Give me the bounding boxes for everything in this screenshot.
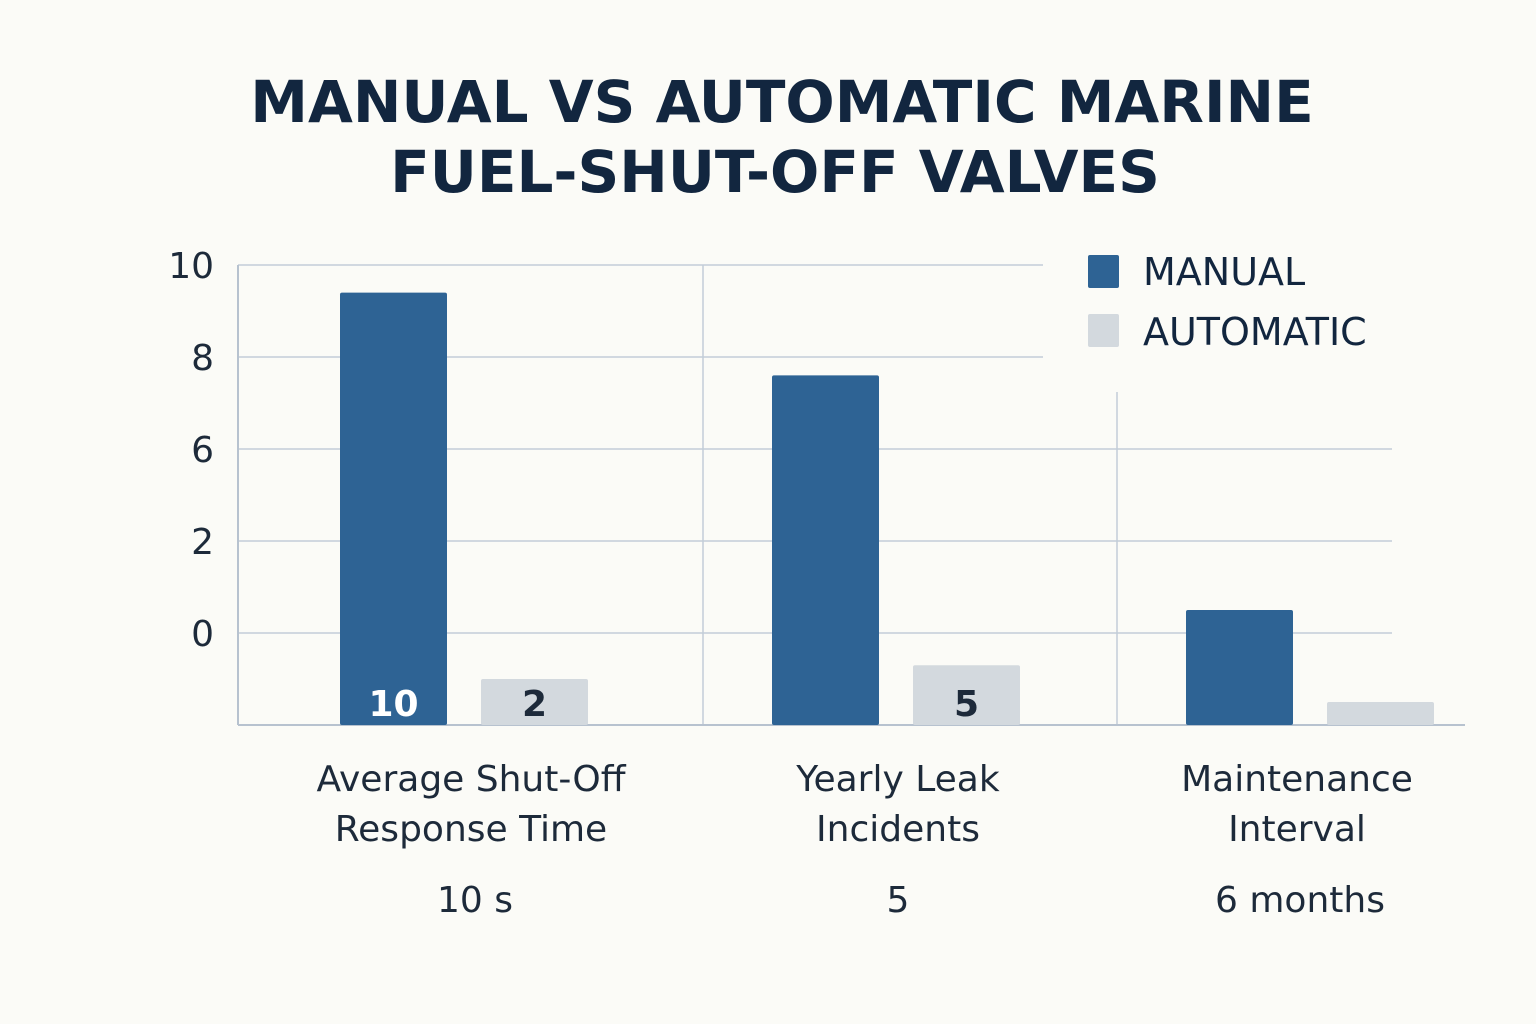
bar-automatic-2 xyxy=(1327,702,1434,725)
bar-value-label: 2 xyxy=(522,684,547,725)
legend-label-manual: MANUAL xyxy=(1143,250,1305,294)
bars: 10 2 5 xyxy=(340,292,1434,725)
category-note: 5 xyxy=(887,880,910,921)
bar-value-label: 10 xyxy=(368,684,418,725)
chart-title-line-2: FUEL-SHUT-OFF VALVES xyxy=(390,138,1160,206)
chart-title-line-1: MANUAL VS AUTOMATIC MARINE xyxy=(250,68,1313,136)
category-label: Incidents xyxy=(816,809,980,850)
bar-automatic-0 xyxy=(481,679,588,725)
y-tick-label: 0 xyxy=(191,614,214,655)
y-tick-label: 10 xyxy=(168,246,214,287)
chart-title: MANUAL VS AUTOMATIC MARINE FUEL-SHUT-OFF… xyxy=(250,68,1313,206)
category-label: Response Time xyxy=(335,809,607,850)
category-note: 6 months xyxy=(1215,880,1385,921)
category-label: Interval xyxy=(1228,809,1366,850)
bar-value-label: 5 xyxy=(954,684,979,725)
bar-automatic-1 xyxy=(913,665,1020,725)
legend: MANUAL AUTOMATIC xyxy=(1088,250,1367,354)
legend-swatch-automatic xyxy=(1088,314,1119,347)
bar-manual-0 xyxy=(340,292,447,725)
category-label: Yearly Leak xyxy=(795,759,1000,800)
category-label: Maintenance xyxy=(1181,759,1413,800)
category-label: Average Shut-Off xyxy=(316,759,626,800)
legend-label-automatic: AUTOMATIC xyxy=(1143,310,1367,354)
y-tick-label: 6 xyxy=(191,430,214,471)
bar-manual-2 xyxy=(1186,610,1293,725)
bar-manual-1 xyxy=(772,375,879,725)
legend-swatch-manual xyxy=(1088,255,1119,288)
category-note: 10 s xyxy=(437,880,513,921)
x-axis-categories: Average Shut-Off Response Time 10 s Yearly … xyxy=(316,759,1412,921)
y-tick-label: 8 xyxy=(191,338,214,379)
y-tick-label: 2 xyxy=(191,522,214,563)
y-axis-ticks: 0 2 6 8 10 xyxy=(168,246,214,655)
